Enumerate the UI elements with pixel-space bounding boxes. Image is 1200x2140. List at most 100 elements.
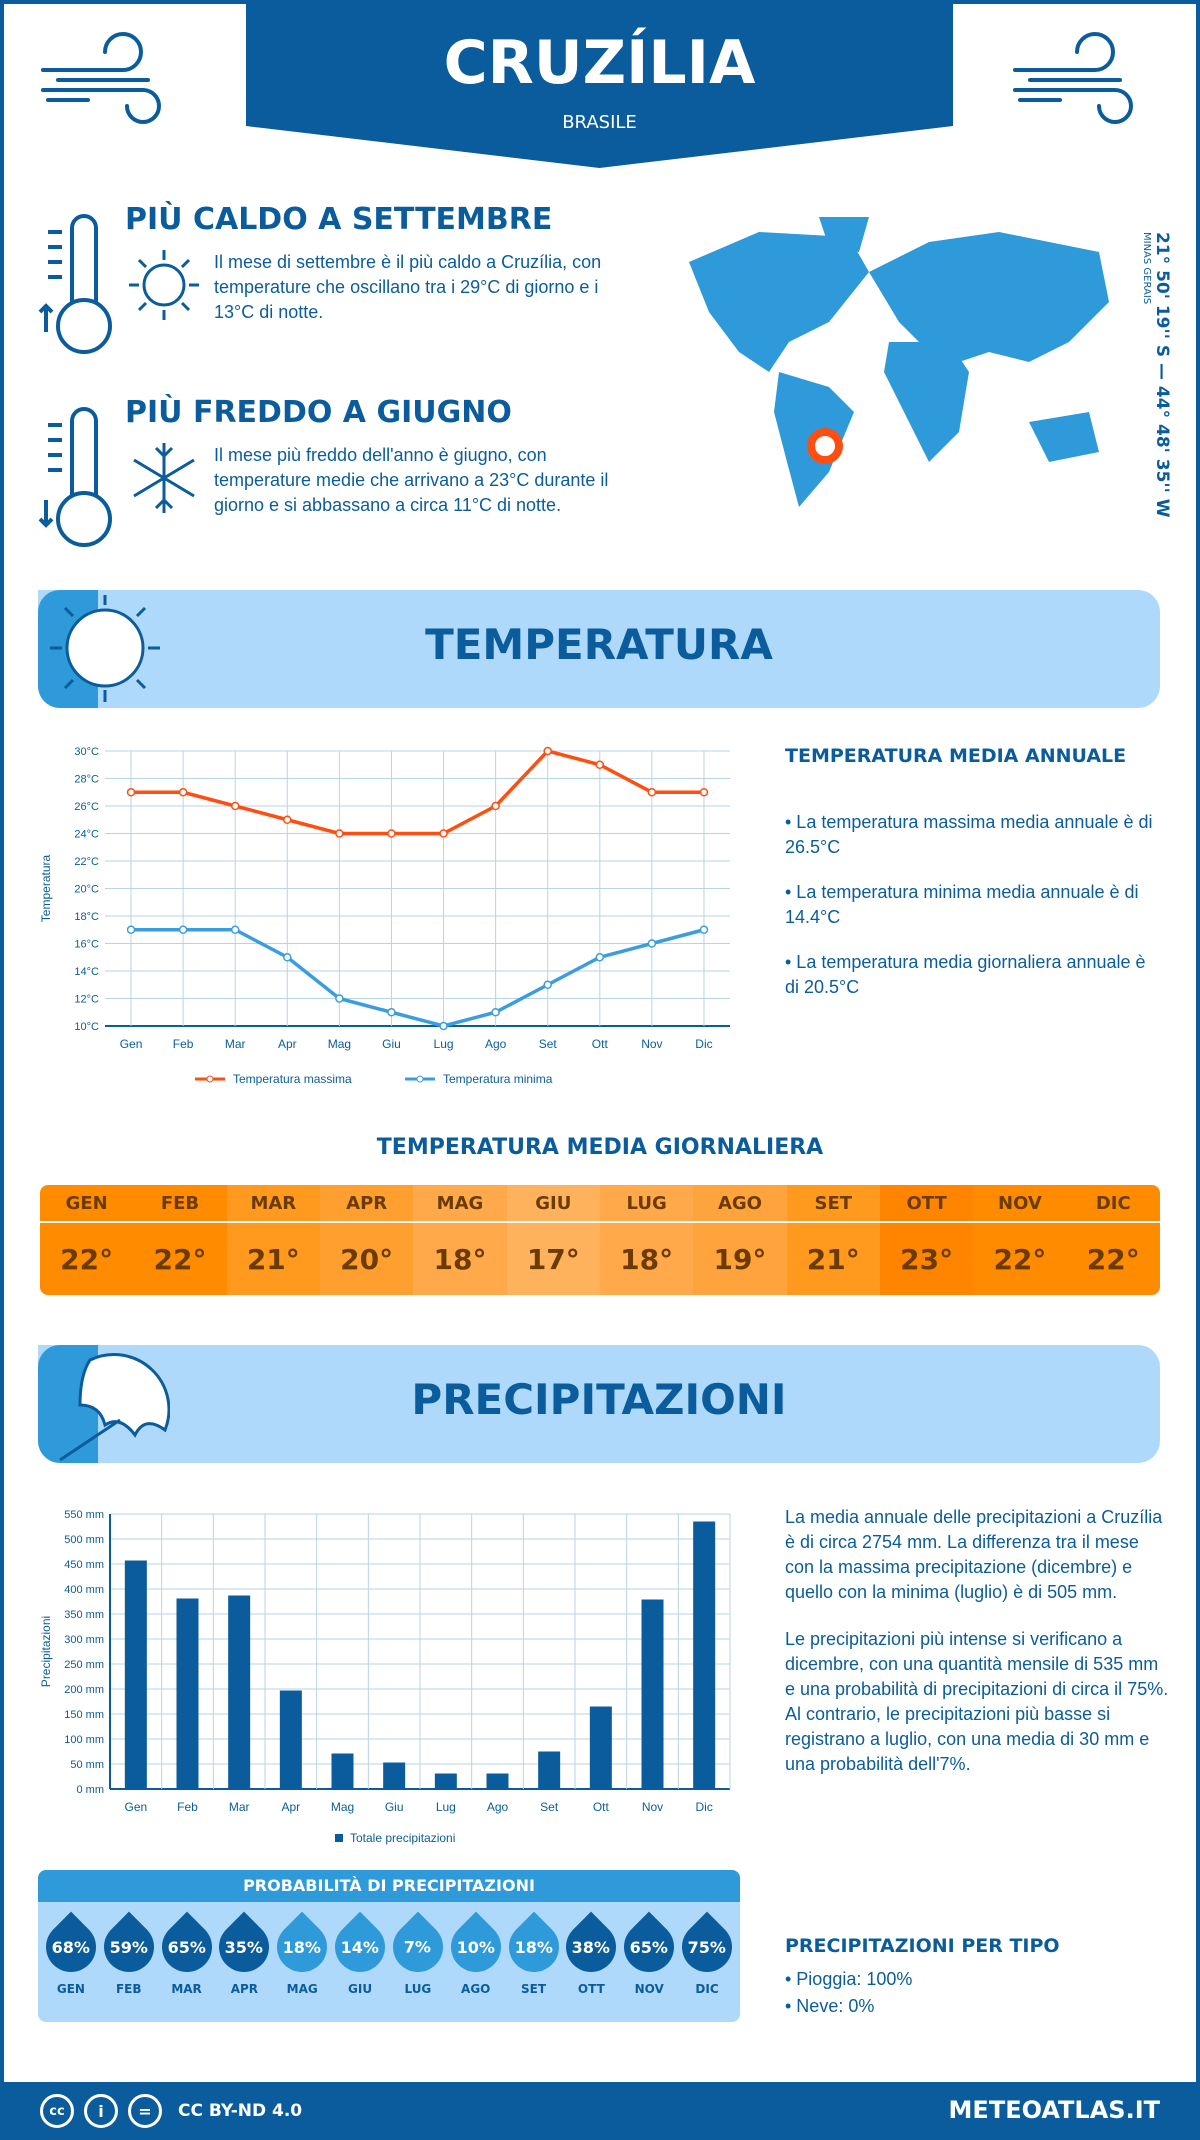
y-tick-label: 18°C (74, 911, 99, 923)
wind-icon-right (1013, 32, 1133, 124)
x-tick-label: Feb (173, 1037, 194, 1051)
temperature-banner (38, 590, 1160, 708)
daily-temp-cell: GEN 22° (40, 1185, 134, 1295)
month-label: LUG (599, 1185, 694, 1223)
series-line-0 (131, 749, 704, 836)
bar (589, 1706, 612, 1789)
precip-text-1: La media annuale delle precipitazioni a … (785, 1507, 1163, 1602)
prob-value: 59% (109, 1937, 148, 1957)
y-tick-label: 350 mm (64, 1609, 104, 1621)
data-point (230, 801, 240, 811)
month-label: APR (230, 1982, 259, 1996)
x-tick-label: Dic (695, 1037, 712, 1051)
temp-value: 22° (1086, 1242, 1140, 1276)
legend-label: Temperatura minima (443, 1072, 553, 1086)
temp-value: 23° (900, 1242, 954, 1276)
x-tick-label: Set (539, 1037, 558, 1051)
location-marker (807, 428, 843, 464)
data-point (491, 801, 500, 811)
daily-temp-title: TEMPERATURA MEDIA GIORNALIERA (376, 1135, 824, 1160)
month-label: MAR (171, 1982, 202, 1996)
temp-bullets: • La temperatura massima media annuale è… (785, 810, 1160, 1000)
temp-bullet: • La temperatura media giornaliera annua… (785, 952, 1146, 997)
prob-value: 14% (340, 1937, 380, 1957)
y-tick-label: 250 mm (64, 1659, 104, 1671)
month-label: FEB (115, 1982, 142, 1996)
daily-temp-cell: FEB 22° (133, 1185, 227, 1295)
bar (693, 1521, 716, 1789)
y-axis-label: Precipitazioni (39, 1616, 53, 1687)
x-tick-label: Mag (331, 1800, 354, 1814)
data-point (491, 1008, 500, 1017)
data-point (283, 815, 292, 824)
legend-marker (206, 1075, 214, 1083)
bar (641, 1599, 664, 1789)
drop-icon: 75% (671, 1911, 740, 1983)
precip-type-title: PRECIPITAZIONI PER TIPO (785, 1935, 1060, 1957)
y-tick-label: 24°C (74, 829, 99, 841)
bar (228, 1595, 251, 1789)
y-tick-label: 22°C (74, 856, 99, 868)
probability-drop: 18% SET (498, 1911, 569, 1996)
daily-temp-cell: AGO 19° (693, 1185, 787, 1295)
month-label: GIU (506, 1185, 600, 1223)
x-tick-label: Ott (593, 1800, 610, 1814)
legend-swatch (335, 1834, 343, 1842)
license-link[interactable]: CC BY-ND 4.0 (178, 2101, 303, 2121)
noderivs-icon: = (128, 2094, 162, 2128)
data-point (543, 746, 552, 756)
prob-value: 38% (572, 1937, 611, 1957)
y-tick-label: 16°C (74, 939, 99, 951)
x-tick-label: Mar (225, 1037, 246, 1051)
probability-drop: 7% LUG (382, 1911, 454, 1996)
x-tick-label: Mag (328, 1037, 351, 1051)
x-tick-label: Apr (281, 1800, 300, 1814)
data-point (647, 788, 657, 797)
data-point (178, 788, 188, 797)
y-tick-label: 12°C (74, 994, 99, 1006)
x-tick-label: Mar (229, 1800, 250, 1814)
x-tick-label: Apr (278, 1037, 297, 1051)
site-link[interactable]: METEOATLAS.IT (948, 2096, 1160, 2124)
temp-value: 19° (713, 1242, 767, 1276)
wind-icon (41, 32, 161, 124)
precipitation-chart: 0 mm 50 mm 100 mm 150 mm 200 mm 250 mm 300 mm 3… (39, 1509, 731, 1845)
data-point (699, 788, 709, 797)
temp-value: 21° (806, 1242, 860, 1276)
bar (176, 1598, 199, 1789)
x-tick-label: Nov (642, 1800, 663, 1814)
x-tick-label: Giu (385, 1800, 404, 1814)
y-tick-label: 150 mm (64, 1709, 104, 1721)
prob-value: 68% (51, 1937, 91, 1957)
probability-drop: 18% MAG (266, 1911, 338, 1996)
temp-value: 20° (340, 1242, 394, 1276)
drop-icon: 18% (498, 1911, 569, 1983)
hottest-text: Il mese di settembre è il più caldo a Cr… (214, 252, 602, 322)
daily-temp-cell: NOV 22° (973, 1185, 1067, 1295)
daily-temp-cell: MAR 21° (226, 1185, 320, 1295)
coordinates-text: 21° 50' 19'' S — 44° 48' 35'' W (1152, 232, 1172, 518)
probability-drop: 68% GEN (38, 1911, 107, 1996)
daily-temp-cell: OTT 23° (879, 1185, 974, 1295)
bar (279, 1690, 302, 1789)
data-point (439, 1021, 448, 1031)
probability-drop: 38% OTT (556, 1911, 627, 1996)
data-point (699, 925, 709, 934)
bar (434, 1773, 457, 1789)
prob-value: 75% (687, 1937, 727, 1957)
footer: cc i = CC BY-ND 4.0 METEOATLAS.IT (0, 2082, 1200, 2140)
hottest-title: PIÙ CALDO A SETTEMBRE (125, 202, 553, 237)
coldest-text: Il mese più freddo dell'anno è giugno, c… (214, 445, 609, 515)
y-tick-label: 50 mm (70, 1759, 104, 1771)
coordinates: 21° 50' 19'' S — 44° 48' 35'' W MINAS GE… (1140, 232, 1172, 518)
x-tick-label: Lug (434, 1037, 454, 1051)
x-tick-label: Lug (436, 1800, 456, 1814)
world-map (689, 217, 1109, 507)
month-label: OTT (879, 1185, 974, 1223)
bar (331, 1753, 354, 1789)
coldest-title: PIÙ FREDDO A GIUGNO (125, 395, 512, 430)
daily-temp-cell: APR 20° (319, 1185, 414, 1295)
drop-icon: 35% (209, 1911, 280, 1983)
drop-icon: 7% (382, 1911, 454, 1983)
x-tick-label: Feb (177, 1800, 198, 1814)
